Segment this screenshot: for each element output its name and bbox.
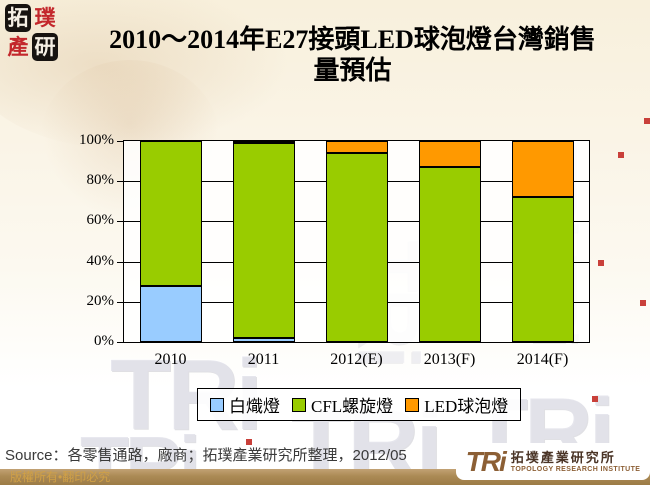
segment-CFL螺旋燈-2012(E) xyxy=(325,153,388,342)
segment-CFL螺旋燈-2013(F) xyxy=(418,167,481,342)
tri-name-english: TOPOLOGY RESEARCH INSTITUTE xyxy=(510,465,641,473)
page-title: 2010～2014年E27接頭LED球泡燈台灣銷售 量預估 xyxy=(60,24,645,86)
segment-LED球泡燈-2013(F) xyxy=(418,141,481,168)
x-tick-label-2013(F): 2013(F) xyxy=(423,351,476,368)
y-tick-mark xyxy=(117,301,123,303)
tri-wordmark: TRi xyxy=(465,445,507,477)
watermark-dot xyxy=(618,152,624,158)
logo-char: 拓 xyxy=(5,4,31,32)
tri-logo-names: 拓墣產業研究所 TOPOLOGY RESEARCH INSTITUTE xyxy=(511,450,641,474)
legend-label: 白熾燈 xyxy=(229,397,280,416)
x-tick-label-2014(F): 2014(F) xyxy=(516,351,569,368)
segment-LED球泡燈-2011 xyxy=(232,141,295,144)
legend-label: CFL螺旋燈 xyxy=(311,397,394,416)
segment-CFL螺旋燈-2011 xyxy=(232,143,295,338)
tri-name-chinese: 拓墣產業研究所 xyxy=(510,449,616,465)
segment-LED球泡燈-2012(E) xyxy=(325,141,388,154)
y-tick-mark xyxy=(117,221,123,223)
x-tick-label-2011: 2011 xyxy=(247,351,280,368)
y-tick-mark xyxy=(117,261,123,263)
segment-白熾燈-2010 xyxy=(139,285,202,342)
bar-2011 xyxy=(232,141,295,342)
copyright-text: 版權所有•翻印必究 xyxy=(10,470,111,484)
page-title-line1: 2010～2014年E27接頭LED球泡燈台灣銷售 xyxy=(109,25,596,54)
legend-item-CFL螺旋燈: CFL螺旋燈 xyxy=(292,392,393,417)
legend-swatch-icon xyxy=(405,397,420,412)
y-tick-label-0%: 0% xyxy=(94,333,114,349)
y-tick-mark xyxy=(117,342,123,343)
legend-swatch-icon xyxy=(210,397,224,412)
y-tick-label-80%: 80% xyxy=(86,172,115,189)
logo-char: 璞 xyxy=(34,5,56,30)
topology-seal-logo: 拓 璞 產 研 xyxy=(5,4,58,61)
bar-2013(F) xyxy=(418,141,481,342)
bar-2014(F) xyxy=(511,141,574,342)
y-tick-mark xyxy=(117,141,123,142)
tri-logo: TRi 拓墣產業研究所 TOPOLOGY RESEARCH INSTITUTE xyxy=(456,443,650,480)
y-tick-label-20%: 20% xyxy=(86,292,115,309)
watermark-dot xyxy=(592,396,598,402)
legend-item-LED球泡燈: LED球泡燈 xyxy=(405,392,508,417)
segment-LED球泡燈-2014(F) xyxy=(511,141,574,198)
y-tick-label-40%: 40% xyxy=(86,252,115,269)
page-title-line2: 量預估 xyxy=(313,56,392,85)
segment-白熾燈-2011 xyxy=(232,337,295,342)
watermark-dot xyxy=(598,260,604,266)
y-tick-label-100%: 100% xyxy=(79,132,114,148)
legend-swatch-icon xyxy=(292,397,306,412)
segment-CFL螺旋燈-2010 xyxy=(139,141,202,286)
bar-2010 xyxy=(139,141,202,342)
chart-legend: 白熾燈 CFL螺旋燈 LED球泡燈 xyxy=(197,388,522,421)
segment-CFL螺旋燈-2014(F) xyxy=(511,197,574,342)
legend-item-白熾燈: 白熾燈 xyxy=(210,392,280,417)
watermark-dot xyxy=(640,300,646,306)
legend-label: LED球泡燈 xyxy=(424,397,509,416)
source-note: Source：各零售通路，廠商；拓璞產業研究所整理，2012/05 xyxy=(5,447,407,464)
y-tick-label-60%: 60% xyxy=(86,212,115,229)
bar-2012(E) xyxy=(325,141,388,342)
logo-char: 產 xyxy=(7,34,29,59)
x-tick-label-2012(E): 2012(E) xyxy=(330,351,383,368)
watermark-dot xyxy=(644,118,650,124)
logo-char: 研 xyxy=(32,33,58,61)
plot-area xyxy=(123,140,590,343)
y-tick-mark xyxy=(117,181,123,183)
x-tick-label-2010: 2010 xyxy=(154,351,187,368)
